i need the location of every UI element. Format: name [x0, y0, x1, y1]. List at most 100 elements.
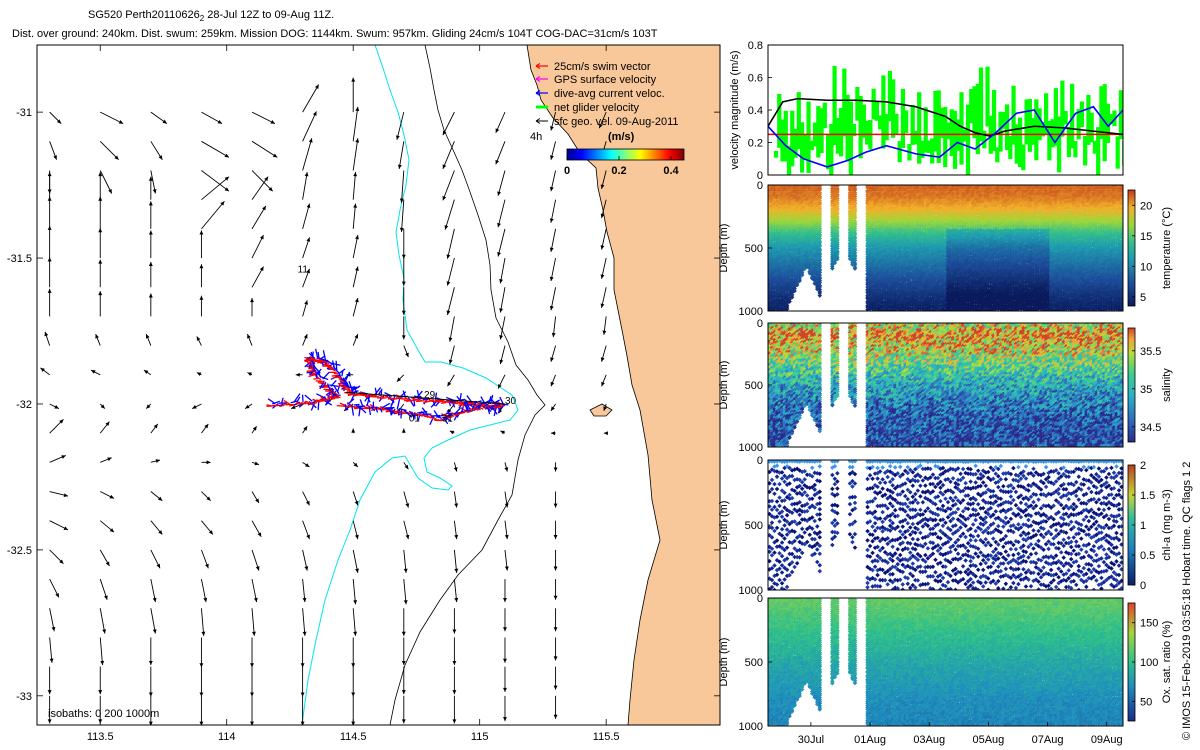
sfc-velocity-head: [442, 130, 447, 136]
sfc-velocity-head: [305, 463, 310, 467]
sfc-velocity-shaft: [442, 111, 455, 136]
sfc-velocity-head: [550, 431, 556, 436]
sfc-velocity-head: [192, 405, 197, 409]
dac-vector: [353, 403, 360, 406]
sfc-velocity-arrow: [601, 374, 607, 387]
legend-sfc-label: sfc geo. vel. 09-Aug-2011: [554, 116, 679, 128]
dac-vector: [347, 398, 355, 405]
sfc-velocity-arrow: [504, 462, 509, 472]
dac-vector: [326, 383, 331, 392]
sfc-velocity-head: [500, 430, 505, 435]
sfc-velocity-head: [303, 334, 308, 339]
net-velocity-bar: [1073, 141, 1078, 158]
sfc-velocity-arrow: [495, 141, 506, 165]
dac-vector: [319, 375, 329, 381]
legend-sfc-head: [535, 118, 541, 124]
sfc-velocity-arrow: [452, 637, 457, 666]
dac-vector: [353, 385, 358, 393]
velocity-series-line: [768, 97, 1123, 137]
swim-vector: [371, 393, 379, 398]
sfc-velocity-arrow: [446, 257, 455, 286]
net-velocity-bar: [1089, 112, 1094, 143]
velocity-ytick-label: 0: [757, 170, 763, 182]
sfc-velocity-head: [453, 467, 458, 472]
sfc-velocity-arrow: [302, 300, 308, 317]
sfc-velocity-head: [550, 126, 554, 131]
sfc-velocity-arrow: [49, 637, 54, 663]
sfc-velocity-arrow: [148, 666, 153, 697]
sfc-velocity-head: [454, 568, 459, 573]
sfc-velocity-arrow: [150, 459, 161, 463]
sfc-velocity-shaft: [401, 199, 405, 232]
swim-vector: [308, 373, 317, 378]
dac-vector: [351, 404, 355, 416]
sfc-velocity-arrow: [401, 287, 406, 315]
sfc-velocity-head: [353, 462, 358, 467]
sfc-velocity-arrow: [499, 345, 506, 365]
swim-vector: [423, 400, 431, 404]
sfc-velocity-head: [300, 721, 305, 725]
sfc-velocity-shaft: [200, 608, 205, 636]
sfc-velocity-arrow: [452, 695, 457, 724]
sfc-velocity-arrow: [497, 374, 506, 389]
sfc-velocity-arrow: [90, 369, 101, 376]
sfc-velocity-head: [549, 218, 554, 223]
velocity-series-line: [768, 105, 1123, 168]
net-velocity-bar: [861, 104, 866, 138]
data-point: [787, 299, 792, 304]
sfc-velocity-head: [452, 660, 457, 666]
net-velocity-bar: [952, 110, 958, 169]
sfc-velocity-head: [196, 336, 201, 341]
sfc-velocity-head: [148, 660, 153, 666]
legend-cbar-tick-label: 0.2: [611, 165, 626, 177]
sfc-velocity-head: [47, 257, 52, 262]
sfc-velocity-arrow: [251, 426, 257, 434]
sfc-velocity-head: [503, 744, 507, 748]
net-velocity-bar: [848, 101, 853, 175]
sfc-velocity-head: [245, 404, 250, 409]
sfc-velocity-arrow: [401, 608, 406, 636]
dac-vector: [408, 410, 416, 418]
net-velocity-bar: [1099, 86, 1104, 139]
sfc-velocity-head: [401, 690, 406, 695]
sfc-velocity-arrow: [453, 579, 459, 603]
sfc-velocity-arrow: [200, 608, 206, 636]
sfc-velocity-arrow: [148, 637, 153, 666]
sfc-velocity-arrow: [99, 421, 110, 434]
swim-vector: [412, 397, 420, 401]
legend-cbar-tick-label: 0: [564, 165, 570, 177]
swim-vector: [417, 398, 423, 402]
sfc-velocity-head: [98, 172, 103, 177]
sfc-velocity-arrow: [302, 520, 310, 540]
sfc-velocity-head: [264, 176, 269, 182]
sfc-velocity-arrow: [600, 345, 607, 362]
velocity-ylabel: velocity magnitude (m/s): [729, 50, 741, 169]
sfc-velocity-head: [59, 419, 64, 424]
sfc-velocity-head: [47, 288, 52, 293]
dac-vector: [417, 411, 428, 414]
sfc-velocity-arrow: [247, 333, 253, 346]
sfc-velocity-head: [503, 717, 507, 722]
net-velocity-bar: [819, 108, 824, 154]
sfc-velocity-shaft: [99, 170, 113, 194]
sfc-velocity-head: [549, 276, 554, 282]
net-velocity-bar: [904, 110, 909, 134]
map-xtick-label: 115.5: [593, 731, 620, 743]
sfc-velocity-head: [262, 205, 266, 211]
sfc-velocity-shaft: [401, 170, 405, 203]
net-velocity-bar: [1021, 144, 1026, 171]
sfc-velocity-arrow: [499, 316, 506, 340]
net-velocity-bar: [985, 66, 990, 127]
dac-vector: [464, 402, 469, 411]
sfc-velocity-arrow: [352, 297, 359, 317]
sfc-velocity-head: [499, 359, 504, 365]
day-label: 11: [298, 265, 309, 276]
sfc-velocity-shaft: [442, 141, 455, 170]
swim-vector: [490, 404, 500, 408]
sfc-velocity-arrow: [553, 695, 558, 719]
map-xtick-label: 114: [218, 731, 236, 743]
sfc-velocity-head: [220, 201, 225, 206]
dac-vector: [436, 414, 444, 418]
swim-vector: [279, 404, 285, 408]
swim-vector: [414, 412, 421, 417]
